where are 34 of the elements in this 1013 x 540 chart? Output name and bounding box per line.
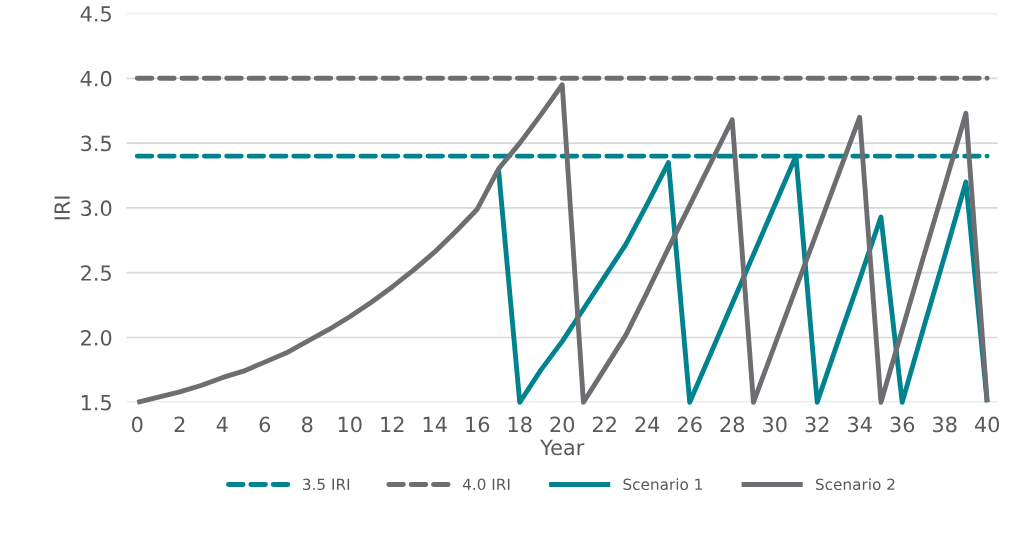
x-tick-label: 34 <box>848 416 872 433</box>
x-tick-label: 4 <box>216 416 228 433</box>
x-tick-label: 30 <box>763 416 787 433</box>
x-tick-label: 0 <box>132 416 143 433</box>
x-tick-label: 24 <box>635 416 660 433</box>
x-tick-label: 8 <box>302 416 313 433</box>
x-tick-label: 16 <box>466 416 490 433</box>
x-tick-label: 28 <box>720 416 745 433</box>
x-tick-label: 20 <box>550 416 575 433</box>
x-tick-label: 36 <box>890 416 915 433</box>
x-axis-title: Year <box>540 439 585 456</box>
y-tick-label: 3.5 <box>81 135 111 152</box>
legend-label: 4.0 IRI <box>462 478 510 491</box>
y-tick-label: 1.5 <box>81 395 111 411</box>
x-tick-label: 2 <box>174 416 185 433</box>
x-tick-label: 6 <box>259 416 271 433</box>
y-tick-label: 4.5 <box>80 6 111 22</box>
y-tick-label: 3.0 <box>81 200 112 217</box>
y-tick-label: 4.0 <box>80 70 112 87</box>
y-axis-title: IRI <box>54 196 70 220</box>
x-tick-label: 38 <box>933 416 957 433</box>
y-tick-label: 2.0 <box>81 329 112 346</box>
legend-label: Scenario 1 <box>623 478 703 491</box>
legend-label: 3.5 IRI <box>302 478 350 491</box>
x-tick-label: 32 <box>805 416 829 433</box>
x-tick-label: 26 <box>677 416 702 433</box>
x-tick-label: 22 <box>592 416 616 433</box>
x-tick-label: 18 <box>508 416 532 433</box>
x-tick-label: 14 <box>423 416 447 433</box>
legend-label: Scenario 2 <box>815 478 895 491</box>
x-tick-label: 10 <box>338 416 362 433</box>
x-tick-label: 12 <box>381 416 404 433</box>
x-tick-label: 40 <box>974 416 1000 433</box>
y-tick-label: 2.5 <box>81 265 111 281</box>
